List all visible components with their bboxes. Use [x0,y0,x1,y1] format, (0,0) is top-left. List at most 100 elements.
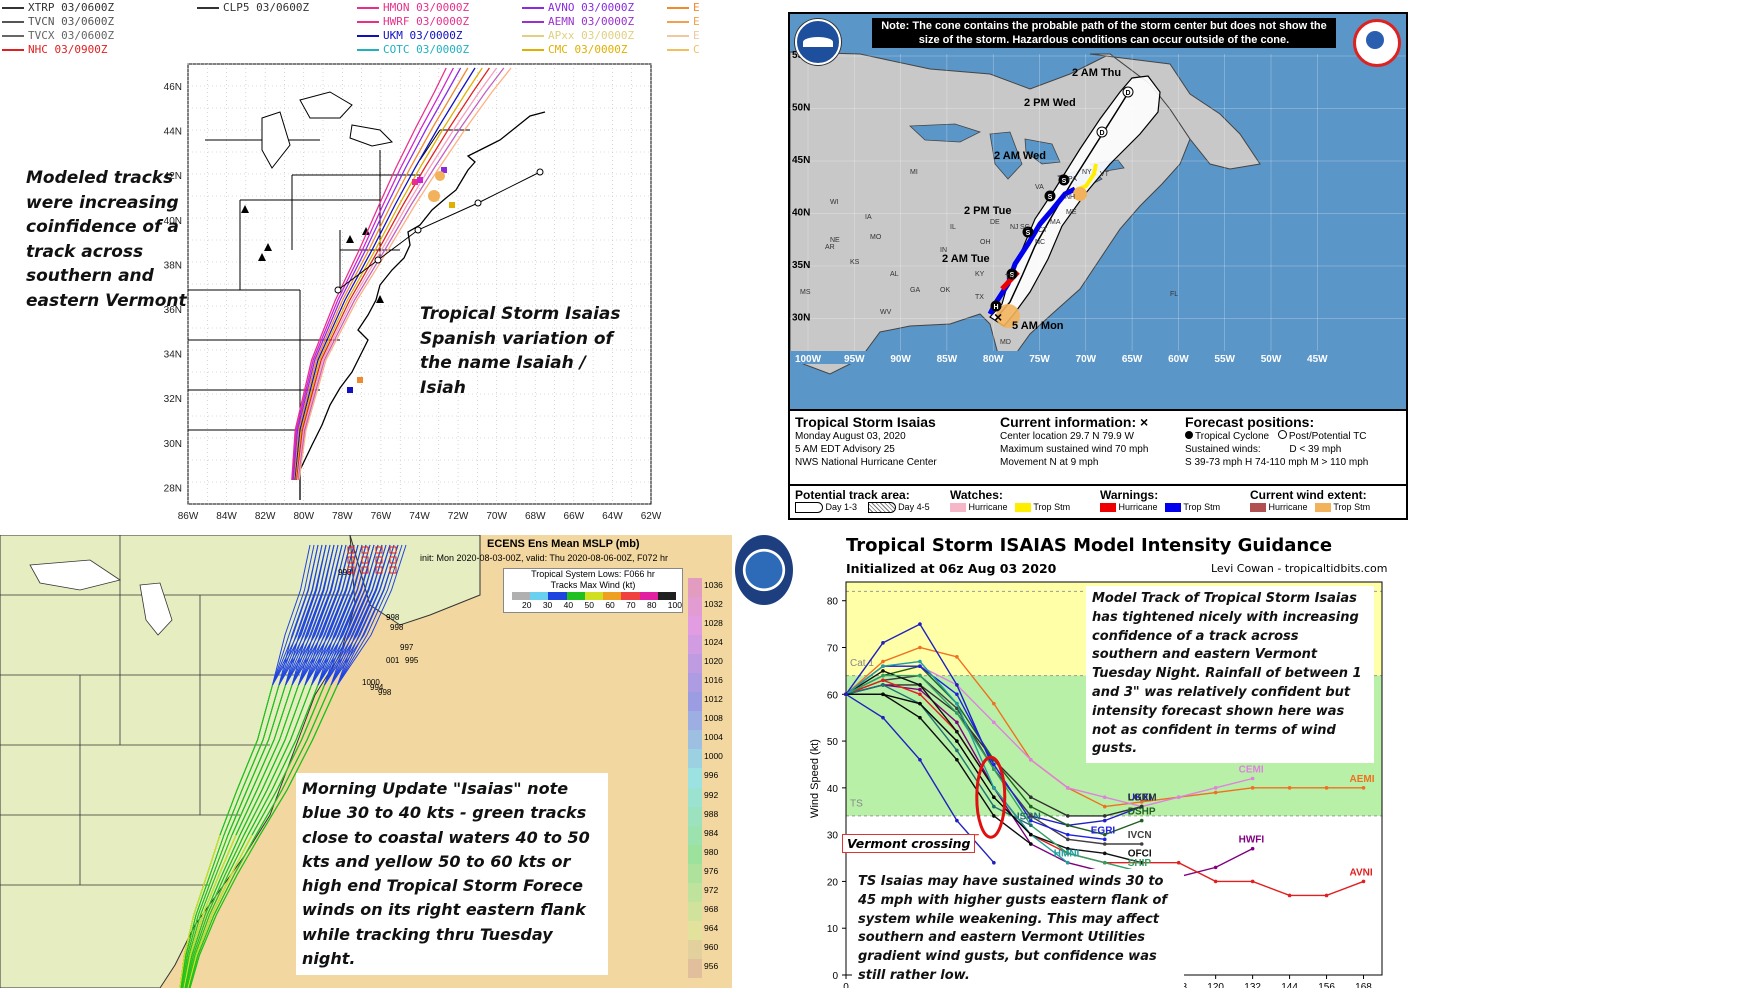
state-label: NY [1082,169,1092,176]
state-label: MO [870,234,882,241]
series-point-ukxi [918,622,922,626]
low-marker [347,556,355,564]
series-point-avni [1213,879,1218,884]
ensemble-track [188,834,257,988]
series-point-ship [992,767,996,771]
series-point-unnamed [992,814,996,818]
great-lake [909,123,982,143]
ensemble-track [239,684,306,836]
low-marker [361,566,369,574]
ensemble-track [337,544,407,686]
state-label: KS [850,259,860,266]
state-label: KY [975,271,985,278]
legend-label: EEMN 03/0000Z [693,15,700,28]
legend-line-icon [667,21,689,23]
ensemble-track [231,684,293,836]
track-day45-label: Day 4-5 [898,502,930,512]
series-line-unnamed [846,693,1032,845]
legend-model-nhc: NHC 03/0900Z [2,44,107,56]
storm-date: Monday August 03, 2020 [795,431,906,442]
ensemble-track [304,544,367,686]
legend-line-icon [357,49,379,51]
lon-label: 90W [890,354,911,365]
ts-wind-label: Trop Stm [1333,502,1371,512]
series-point-unnamed [918,701,922,706]
legend-label: CMC 03/0000Z [548,43,628,56]
state-label: TX [975,294,984,301]
pressure-label: 976 [704,865,719,876]
y-tick-label: 10 [827,924,839,935]
lat-label: 35N [792,260,810,271]
ensemble-track [259,684,338,836]
y-tick-label: 80 [827,597,839,608]
x-tick-label: 156 [1318,982,1335,988]
state-label: FL [1170,291,1178,298]
series-point-cemi [1029,757,1033,762]
pressure-label: 960 [704,941,719,952]
note-morning-update: Morning Update "Isaias" note blue 30 to … [296,773,608,976]
lat-label: 36N [164,305,182,316]
series-point-cemi [992,720,996,725]
lon-label: 70W [486,511,507,522]
series-point-avni [1176,860,1181,865]
terrain-marker [264,243,272,251]
state-label: MI [910,169,918,176]
legend-line-icon [522,7,544,9]
lat-label: 46N [164,82,182,93]
legend-categories: S 39-73 mph H 74-110 mph M > 110 mph [1185,457,1369,468]
model-track [296,67,490,481]
lon-label: 78W [332,511,353,522]
current-movement: Movement N at 9 mph [1000,457,1099,468]
lon-label: 62W [641,511,662,522]
series-point-lgem [1139,804,1144,809]
track-day13-label: Day 1-3 [825,502,858,512]
series-label-ivcn: IVCN [1128,830,1152,841]
forecast-point [1122,86,1134,98]
model-track [297,67,497,481]
state-label: SC [1020,224,1030,231]
ensemble-track [219,684,273,836]
ptc-circle-icon [1277,430,1287,439]
pressure-swatch [688,635,702,655]
ensemble-track [272,544,319,686]
legend-line-icon [667,35,689,37]
ensemble-track [181,834,229,988]
series-point-avni [918,692,922,697]
forecast-time-label: 2 PM Wed [1024,97,1076,109]
series-point-hmni [955,701,959,706]
state-label: VT [1100,171,1110,178]
low-marker [361,556,369,564]
pressure-label: 1000 [704,751,723,762]
pressure-label: 001 [386,656,400,665]
wind-color-swatch [566,592,585,600]
model-track [296,67,498,481]
ensemble-track [330,544,395,686]
pressure-label: 972 [704,884,719,895]
state-border [419,129,441,161]
low-marker [347,546,355,554]
pressure-scale-row: 996 [688,768,730,788]
forecast-point-label: S [1026,230,1031,237]
great-lake [29,559,121,591]
max-wind-ticks: 20 30 40 50 60 70 80 100 [522,600,682,610]
series-point-ivcn [1065,837,1070,842]
model-track [296,67,490,481]
ensemble-track [227,684,286,836]
series-point-aemi [1139,800,1144,804]
pressure-label: 980 [704,846,719,857]
series-point-ship [918,673,922,678]
weather-office-seal [735,535,793,605]
model-track [297,67,505,481]
series-point-unnamed [1029,832,1033,837]
lon-label: 66W [564,511,585,522]
pressure-swatch [688,920,702,940]
noaa-logo [795,19,841,65]
series-point-unnamed [955,739,959,743]
pressure-label: 992 [704,789,719,800]
legend-model-eexx: EExx 03/0000Z [667,30,700,42]
x-tick-label: 144 [1281,982,1298,988]
pressure-label: 1024 [704,637,723,648]
lat-label: 28N [164,483,182,494]
pressure-label: 998 [390,623,404,632]
pressure-swatch [688,616,702,636]
